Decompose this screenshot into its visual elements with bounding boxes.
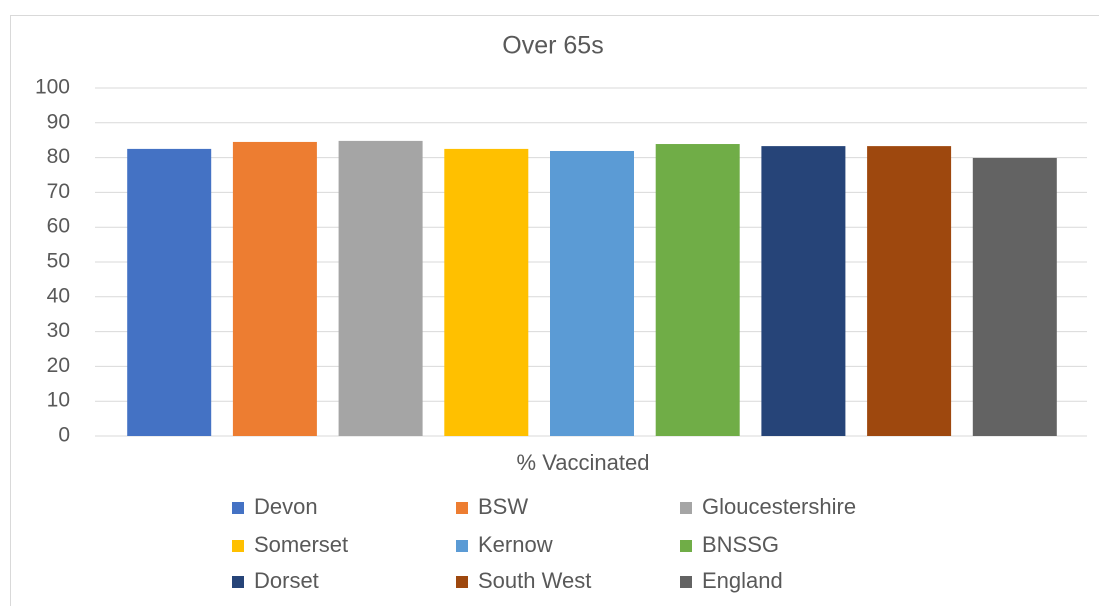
- y-tick-label: 0: [58, 424, 70, 447]
- bar: [339, 141, 423, 436]
- y-tick-label: 40: [47, 284, 70, 307]
- legend-label: England: [702, 568, 783, 593]
- legend-swatch: [680, 502, 692, 514]
- y-tick-label: 60: [47, 215, 70, 238]
- legend-swatch: [456, 576, 468, 588]
- y-tick-label: 30: [47, 319, 70, 342]
- chart-title: Over 65s: [502, 32, 603, 60]
- x-tick-label: % Vaccinated: [517, 450, 650, 475]
- legend-label: Dorset: [254, 568, 319, 593]
- legend-label: BNSSG: [702, 532, 779, 557]
- bar: [444, 149, 528, 436]
- legend-label: Somerset: [254, 532, 348, 557]
- bar: [550, 151, 634, 436]
- legend-swatch: [456, 502, 468, 514]
- legend-label: South West: [478, 568, 591, 593]
- y-tick-label: 10: [47, 389, 70, 412]
- y-tick-label: 100: [35, 76, 70, 99]
- legend-swatch: [232, 502, 244, 514]
- bar: [656, 144, 740, 436]
- bar: [761, 146, 845, 436]
- y-tick-label: 50: [47, 250, 70, 273]
- bar: [233, 142, 317, 436]
- legend-label: Kernow: [478, 532, 553, 557]
- legend-swatch: [232, 576, 244, 588]
- legend-swatch: [680, 540, 692, 552]
- bar: [973, 158, 1057, 436]
- bar: [867, 146, 951, 436]
- legend-label: Gloucestershire: [702, 494, 856, 519]
- y-tick-label: 80: [47, 145, 70, 168]
- legend-swatch: [456, 540, 468, 552]
- legend-label: Devon: [254, 494, 318, 519]
- legend-swatch: [232, 540, 244, 552]
- y-tick-label: 70: [47, 180, 70, 203]
- bar: [127, 149, 211, 436]
- y-tick-label: 90: [47, 110, 70, 133]
- legend-swatch: [680, 576, 692, 588]
- y-tick-label: 20: [47, 354, 70, 377]
- legend-label: BSW: [478, 494, 528, 519]
